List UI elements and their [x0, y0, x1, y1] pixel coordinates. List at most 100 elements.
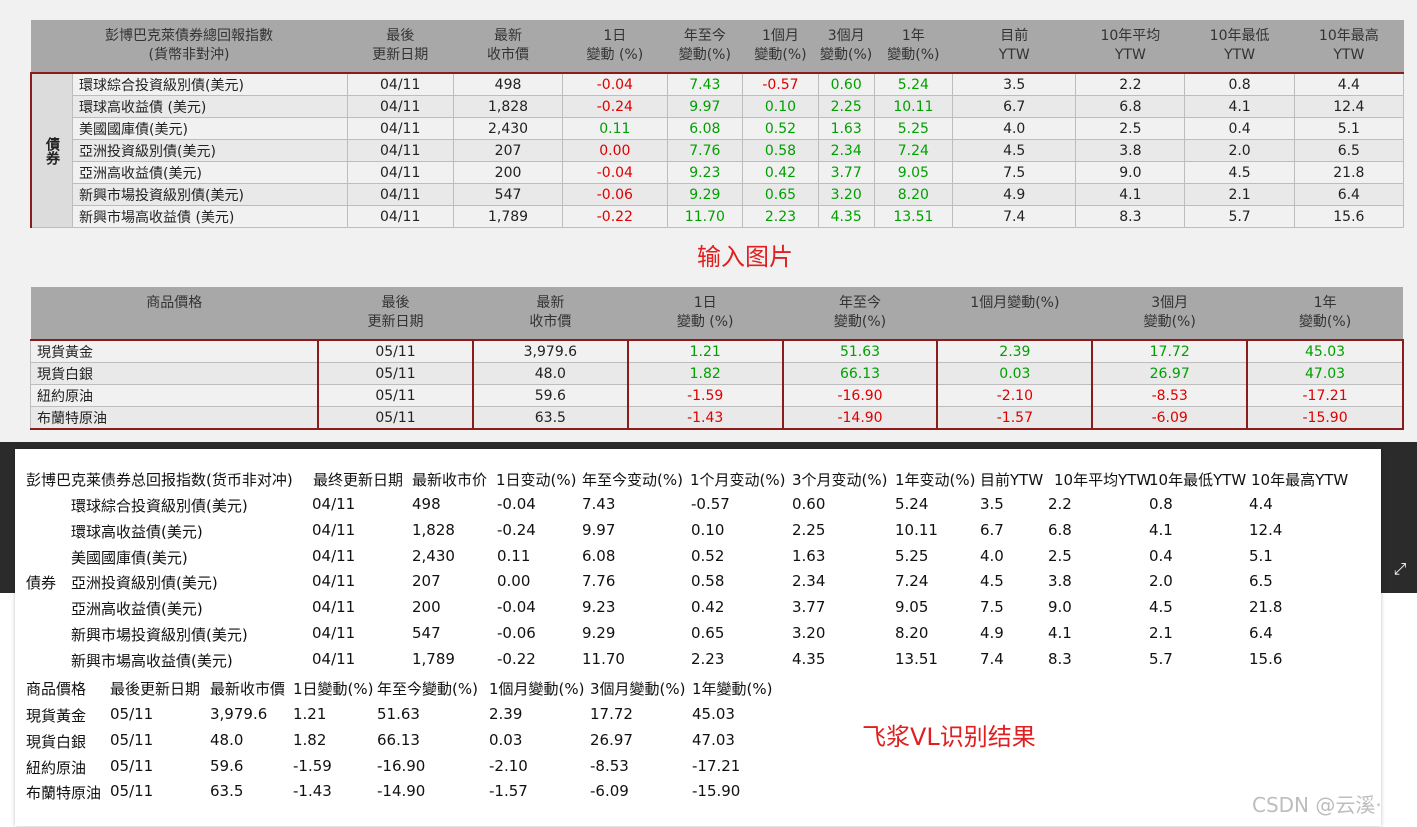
header-line-1: 1年: [1313, 295, 1337, 311]
ocr-bond-cell: 6.8: [1048, 520, 1072, 539]
ocr-bond-cell: 2.0: [1149, 572, 1173, 591]
table-cell: 6.8: [1075, 95, 1186, 118]
ocr-commodity-cell: -2.10: [489, 756, 528, 775]
ocr-commodity-cell: 59.6: [210, 756, 244, 775]
bond-header-cell: 1日 變動 (%): [562, 20, 668, 74]
ocr-bond-cell: 04/11: [312, 495, 356, 513]
ocr-commodity-cell: 1.82: [293, 730, 327, 749]
table-cell: 7.4: [952, 205, 1077, 228]
table-cell: 547: [452, 183, 564, 206]
ocr-bond-cell: 0.8: [1149, 495, 1173, 513]
table-cell: 04/11: [346, 205, 454, 228]
ocr-bond-cell: 0.65: [691, 624, 725, 642]
table-cell: 紐約原油: [30, 384, 319, 407]
table-cell: 7.76: [666, 139, 744, 162]
ocr-commodity-cell: 45.03: [692, 705, 735, 723]
header-line-2: [937, 313, 1092, 332]
table-cell: 17.72: [1091, 339, 1248, 363]
commodity-header-cell: 3個月 變動(%): [1092, 287, 1248, 341]
table-cell: 3.5: [952, 72, 1077, 96]
table-cell: 4.5: [952, 139, 1077, 162]
ocr-commodity-cell: -6.09: [590, 782, 629, 801]
header-line-2: YTW: [1333, 47, 1365, 63]
bond-header-cell: 1個月 變動(%): [742, 20, 819, 74]
table-cell: 26.97: [1091, 362, 1248, 385]
ocr-bond-cell: 0.60: [792, 495, 826, 513]
table-cell: -1.43: [626, 406, 784, 430]
ocr-commodity-cell: -14.90: [377, 782, 426, 801]
ocr-commodity-header-item: 1年變動(%): [692, 680, 773, 698]
table-cell: 布蘭特原油: [30, 406, 319, 430]
ocr-bond-cell: 7.5: [980, 598, 1004, 617]
ocr-commodity-cell: 現貨白銀: [26, 732, 87, 751]
table-cell: 05/11: [317, 384, 474, 407]
table-cell: 498: [452, 72, 564, 96]
ocr-bond-cell: 04/11: [312, 649, 356, 668]
table-cell: 12.4: [1293, 95, 1405, 118]
table-cell: -15.90: [1246, 406, 1404, 430]
ocr-bond-cell: 3.20: [792, 624, 826, 642]
ocr-bond-cell: 5.24: [895, 495, 929, 513]
bond-index-table: 彭博巴克萊債券總回報指數 (貨幣非對沖) 最後 更新日期 最新 收市價 1日 變動 (%) 年至…: [30, 20, 1405, 228]
ocr-commodity-header-item: 年至今變動(%): [377, 680, 478, 698]
table-cell: 0.00: [562, 139, 668, 162]
bond-group-label: 債券: [30, 72, 73, 228]
expand-icon[interactable]: ⤢: [1393, 559, 1407, 578]
ocr-commodity-cell: 3,979.6: [210, 705, 268, 723]
table-cell: 66.13: [781, 362, 938, 385]
ocr-commodity-header-item: 1個月變動(%): [489, 680, 585, 698]
ocr-bond-cell: 04/11: [312, 598, 356, 617]
header-line-1: 最新: [494, 28, 523, 44]
table-cell: 6.5: [1293, 139, 1405, 162]
header-line-1: 目前: [1000, 28, 1029, 44]
ocr-bond-cell: 7.43: [582, 495, 616, 513]
table-cell: -16.90: [781, 384, 938, 407]
ocr-bond-cell: 9.29: [582, 624, 616, 642]
ocr-bond-cell: 4.5: [980, 572, 1004, 591]
ocr-commodity-cell: -1.43: [293, 782, 332, 801]
ocr-bond-cell: 2,430: [412, 546, 455, 565]
ocr-bond-cell: 15.6: [1249, 649, 1283, 668]
table-cell: 環球高收益債 (美元): [72, 95, 348, 118]
header-line-2: 變動 (%): [676, 314, 734, 330]
ocr-bond-cell: 環球高收益債(美元): [71, 522, 203, 541]
table-cell: 2.39: [936, 339, 1093, 363]
table-cell: -8.53: [1091, 384, 1248, 407]
bond-header-cell: 1年變動(%): [874, 20, 953, 74]
ocr-bond-header-item: 3个月变动(%): [792, 471, 888, 489]
ocr-bond-cell: -0.24: [497, 520, 536, 539]
table-row: 亞洲投資級別債(美元) 04/11 207 0.00 7.76 0.58 2.34 7.24 4…: [31, 139, 1405, 162]
header-line-1: 年至今: [839, 295, 882, 311]
table-cell: 亞洲高收益債(美元): [72, 161, 348, 184]
table-row: 紐約原油 05/11 59.6 -1.59 -16.90 -2.10 -8.53 -17.21: [30, 384, 1404, 407]
ocr-bond-cell: 10.11: [895, 520, 938, 539]
table-cell: 4.1: [1184, 95, 1295, 118]
ocr-bond-cell: -0.06: [497, 624, 536, 642]
table-cell: 1.82: [626, 362, 784, 385]
table-cell: -0.04: [562, 72, 668, 96]
table-cell: 0.52: [742, 117, 819, 140]
table-cell: 05/11: [317, 406, 474, 430]
header-line-1: 1年: [901, 28, 925, 44]
table-cell: 9.0: [1075, 161, 1186, 184]
table-cell: 3.77: [817, 161, 875, 184]
table-cell: -2.10: [936, 384, 1093, 407]
ocr-bond-header-item: 1个月变动(%): [690, 471, 786, 489]
bond-header-cell: 年至今 變動(%): [667, 20, 743, 74]
ocr-bond-cell: 亞洲高收益債(美元): [71, 600, 203, 619]
ocr-bond-cell: 04/11: [312, 546, 356, 565]
ocr-commodity-cell: 現貨黃金: [26, 707, 87, 725]
ocr-commodity-header-item: 3個月變動(%): [590, 680, 686, 698]
ocr-bond-cell: 21.8: [1249, 598, 1283, 617]
ocr-bond-cell: 4.4: [1249, 495, 1273, 513]
table-cell: 04/11: [346, 139, 454, 162]
table-cell: 8.20: [873, 183, 954, 206]
ocr-bond-cell: 4.35: [792, 649, 826, 668]
ocr-commodity-cell: 47.03: [692, 730, 735, 749]
ocr-bond-cell: 0.58: [691, 572, 725, 591]
header-line-2: 變動(%): [887, 47, 940, 63]
table-cell: 2,430: [452, 117, 564, 140]
header-line-2: 變動(%): [754, 47, 807, 63]
commodity-header-cell: 最新 收市價: [472, 287, 628, 341]
ocr-bond-cell: -0.04: [497, 495, 536, 513]
